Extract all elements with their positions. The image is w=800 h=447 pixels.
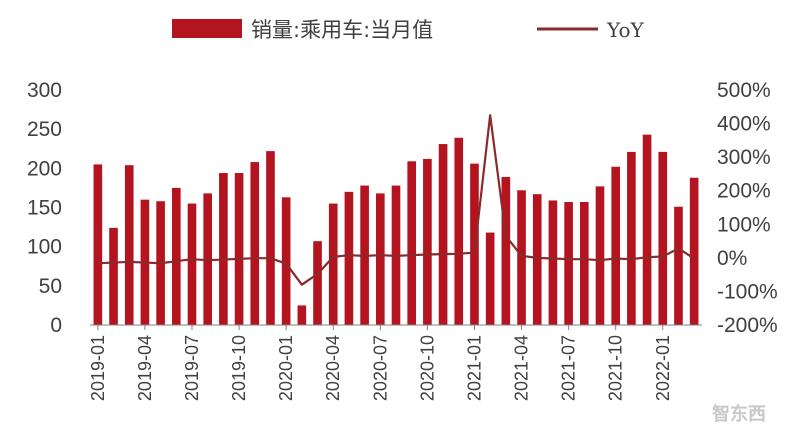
right-axis-tick-label: 300% [717,146,771,169]
bar [266,151,275,325]
bar [579,202,589,325]
x-axis-tick-label: 2022-01 [653,335,673,401]
bar [313,241,322,325]
right-axis-tick-label: -200% [717,314,778,337]
x-axis: 2019-01 2019-04 2019-07 2019-10 2020-01 2020-… [88,325,673,401]
legend: 销量:乘用车:当月值 YoY [172,18,645,42]
bar [297,305,307,325]
bar [595,186,605,325]
x-axis-tick-label: 2020-10 [417,335,437,401]
bar [375,193,385,325]
x-axis-tick-label: 2019-07 [182,335,202,401]
bar [171,187,181,325]
bar [627,151,636,325]
bar [93,164,103,325]
right-axis: -200% -100% 0% 100% 200% 300% 400% 500% [717,79,778,337]
bar [611,166,621,325]
bar [219,173,228,325]
bar-series [93,134,699,325]
x-axis-tick-label: 2020-07 [370,335,390,401]
right-axis-tick-label: -100% [717,280,778,303]
watermark: 智东西 [712,403,766,425]
x-axis-tick-label: 2020-01 [276,335,296,401]
bar [187,203,197,325]
legend-label-bar: 销量:乘用车:当月值 [251,18,433,42]
yoy-line-series [97,114,695,286]
bar [485,232,495,325]
right-axis-tick-label: 100% [717,213,771,236]
x-axis-tick-label: 2019-04 [135,335,155,401]
right-axis-tick-label: 200% [717,180,771,203]
left-axis-tick-label: 200 [27,157,62,180]
bar [501,176,511,325]
bar [328,203,338,325]
right-axis-tick-label: 0% [717,247,747,270]
x-axis-tick-label: 2021-01 [464,335,484,401]
bar [642,134,652,325]
bar [564,202,573,325]
bar [689,177,699,325]
left-axis-tick-label: 150 [27,197,62,220]
bar [234,173,244,325]
bar [407,161,417,325]
x-axis-tick-label: 2021-04 [512,335,532,401]
bar [109,227,118,325]
bar [124,165,134,325]
x-axis-tick-label: 2019-10 [229,335,249,401]
legend-label-line: YoY [606,18,645,42]
bar [423,158,432,325]
left-axis: 0 50 100 150 200 250 300 [27,79,62,337]
x-axis-tick-label: 2021-10 [606,335,626,401]
legend-swatch-bar [172,19,242,38]
left-axis-tick-label: 250 [27,118,62,141]
left-axis-tick-label: 0 [50,314,62,337]
x-axis-tick-label: 2021-07 [559,335,579,401]
right-axis-tick-label: 500% [717,79,771,102]
bar [344,191,354,325]
left-axis-tick-label: 300 [27,79,62,102]
bar [454,137,464,325]
bar [517,190,526,325]
bar [532,194,542,325]
bar [250,162,260,325]
bar [548,200,558,325]
right-axis-tick-label: 400% [717,113,771,136]
x-axis-tick-label: 2019-01 [88,335,108,401]
left-axis-tick-label: 50 [39,275,62,298]
bar [281,197,291,325]
bar [674,206,683,325]
bar [438,144,448,325]
x-axis-tick-label: 2020-04 [323,335,343,401]
left-axis-tick-label: 100 [27,236,62,259]
bar [658,151,668,325]
yoy-line [97,114,695,286]
